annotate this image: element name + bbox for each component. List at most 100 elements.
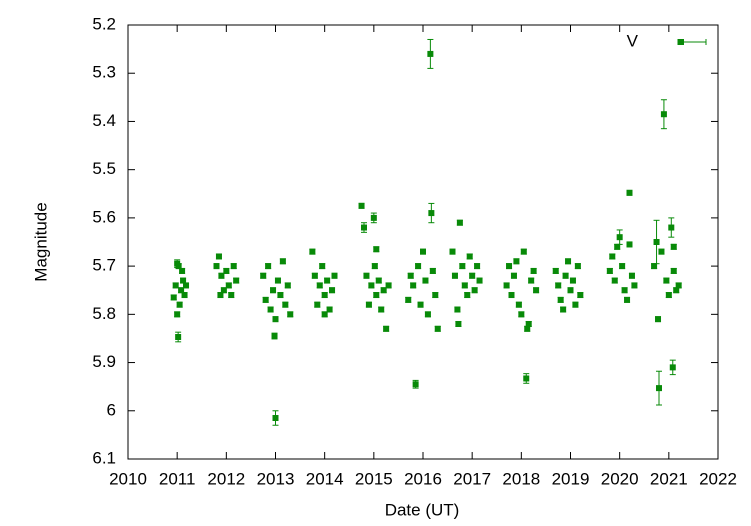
data-point [410, 282, 417, 289]
data-point [223, 267, 230, 274]
data-point [628, 272, 635, 279]
data-point [523, 375, 530, 382]
data-point [432, 292, 439, 299]
data-point [660, 111, 667, 118]
data-point [434, 325, 441, 332]
data-point [518, 311, 525, 318]
data-point [574, 263, 581, 270]
data-point [663, 277, 670, 284]
data-point [670, 243, 677, 250]
data-point [279, 258, 286, 265]
x-axis-label: Date (UT) [385, 500, 460, 519]
data-point [427, 50, 434, 57]
data-point [461, 282, 468, 289]
data-point [506, 263, 513, 270]
data-point [370, 214, 377, 221]
data-point [311, 272, 318, 279]
data-point [525, 320, 532, 327]
data-point [520, 248, 527, 255]
data-point [225, 282, 232, 289]
data-point [385, 282, 392, 289]
x-tick-label: 2020 [601, 469, 639, 488]
data-point [572, 301, 579, 308]
data-point [272, 316, 279, 323]
data-point [272, 415, 279, 422]
data-point [274, 277, 281, 284]
data-point [614, 243, 621, 250]
data-point [326, 306, 333, 313]
data-point [175, 333, 182, 340]
data-point [215, 253, 222, 260]
y-tick-label: 5.7 [92, 256, 116, 275]
x-tick-label: 2019 [552, 469, 590, 488]
x-tick-label: 2018 [502, 469, 540, 488]
data-point [455, 320, 462, 327]
data-point [424, 311, 431, 318]
data-point [228, 292, 235, 299]
data-point [383, 325, 390, 332]
data-point [449, 248, 456, 255]
data-point [466, 253, 473, 260]
data-point [569, 277, 576, 284]
data-point [363, 272, 370, 279]
data-point [567, 287, 574, 294]
data-point [284, 282, 291, 289]
data-point [175, 263, 182, 270]
y-tick-label: 5.3 [92, 63, 116, 82]
data-point [428, 210, 435, 217]
data-point [655, 316, 662, 323]
data-point [656, 385, 662, 392]
data-point [513, 258, 520, 265]
data-point [179, 267, 186, 274]
data-point [420, 248, 426, 255]
data-point [508, 292, 515, 299]
x-tick-label: 2011 [159, 469, 196, 488]
data-point [405, 296, 412, 303]
x-tick-label: 2015 [355, 469, 393, 488]
y-tick-label: 6.1 [92, 448, 116, 467]
data-point [562, 272, 569, 279]
data-point [260, 272, 267, 279]
data-point [422, 277, 429, 284]
data-point [560, 306, 567, 313]
data-point [218, 272, 225, 279]
data-point [626, 241, 633, 248]
data-point [476, 277, 483, 284]
data-point [361, 224, 367, 231]
data-point [658, 248, 665, 255]
data-point [669, 364, 676, 371]
y-tick-label: 5.2 [92, 14, 116, 33]
data-point [316, 282, 323, 289]
data-point [474, 263, 481, 270]
y-tick-label: 6 [107, 400, 116, 419]
data-point [456, 219, 463, 226]
data-point [464, 292, 471, 299]
y-tick-label: 5.6 [92, 207, 116, 226]
data-point [417, 301, 424, 308]
data-point [665, 292, 672, 299]
data-point [309, 248, 316, 255]
x-tick-label: 2017 [453, 469, 491, 488]
data-point [371, 263, 378, 270]
data-point [181, 292, 188, 299]
data-point [471, 287, 478, 294]
data-point [673, 287, 680, 294]
y-tick-label: 5.4 [92, 111, 116, 130]
x-tick-label: 2013 [257, 469, 295, 488]
data-point [174, 311, 181, 318]
data-point [375, 277, 382, 284]
data-point [555, 282, 562, 289]
data-point [503, 282, 510, 289]
x-tick-label: 2010 [109, 469, 147, 488]
data-point [314, 301, 321, 308]
data-point [651, 263, 658, 270]
x-tick-label: 2022 [699, 469, 737, 488]
data-point [368, 282, 375, 289]
data-point [606, 267, 613, 274]
data-point [429, 267, 436, 274]
data-point [619, 263, 626, 270]
data-point [415, 263, 422, 270]
data-point [626, 189, 633, 196]
data-point [183, 282, 190, 289]
data-point [180, 277, 187, 284]
